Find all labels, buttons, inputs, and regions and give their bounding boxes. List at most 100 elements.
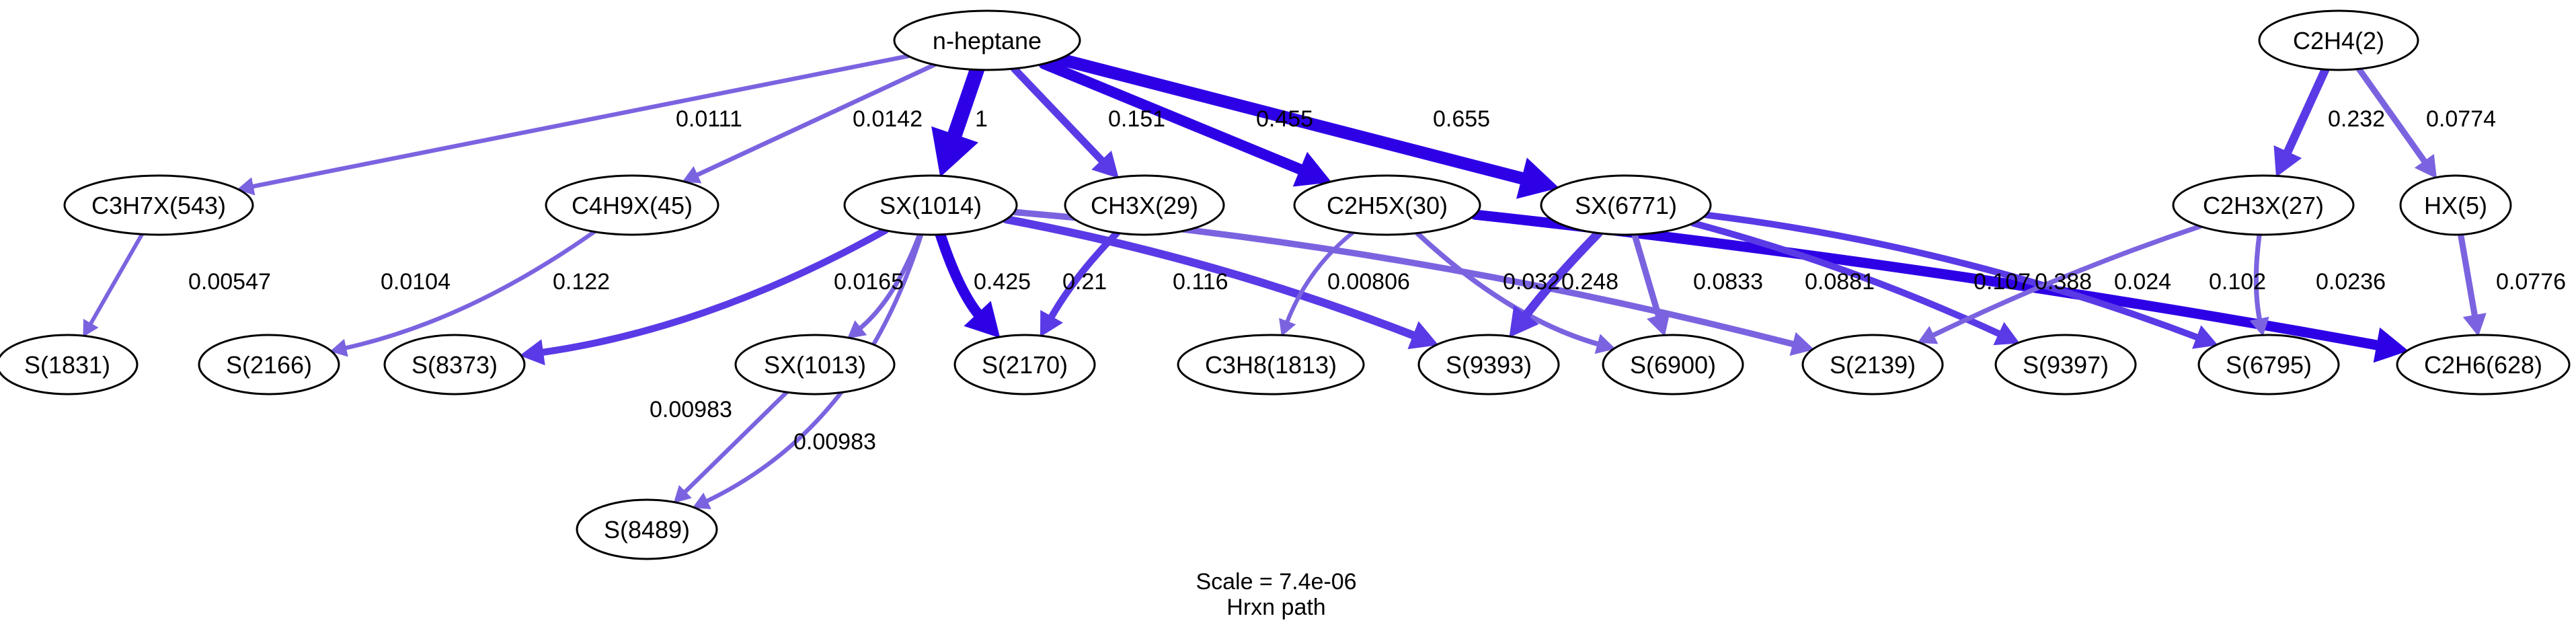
edge-hx-5-to-c2h6-628 xyxy=(2457,231,2487,337)
node-ch3x-29: CH3X(29) xyxy=(1064,174,1225,236)
node-ellipse xyxy=(545,174,719,236)
edge-arrowhead xyxy=(1292,151,1332,187)
node-ellipse xyxy=(2172,174,2355,236)
node-ellipse xyxy=(1602,334,1744,395)
edge-n-heptane-to-ch3x-29 xyxy=(1010,65,1119,179)
node-c2h5x-30: C2H5X(30) xyxy=(1293,174,1481,236)
node-ellipse xyxy=(2258,9,2419,71)
node-label: SX(1013) xyxy=(764,351,866,379)
edge-line xyxy=(935,229,988,324)
node-label: C2H6(628) xyxy=(2424,351,2542,379)
edge-arrowhead xyxy=(2192,325,2218,349)
edge-arrowhead xyxy=(1279,317,1296,337)
node-c3h8-1813: C3H8(1813) xyxy=(1177,334,1365,395)
node-ellipse xyxy=(383,334,526,395)
node-s-6795: S(6795) xyxy=(2197,334,2340,395)
edge-line xyxy=(855,232,922,333)
node-c2h6-628: C2H6(628) xyxy=(2396,334,2571,395)
edge-label: 0.248 xyxy=(1561,269,1618,295)
edge-arrowhead xyxy=(964,301,1001,338)
edge-sx-1014-to-s-8373 xyxy=(519,227,889,366)
node-label: S(6795) xyxy=(2226,351,2312,379)
scale-caption: Scale = 7.4e-06 xyxy=(1196,569,1356,595)
edge-n-heptane-to-sx-1014 xyxy=(931,62,984,178)
node-ellipse xyxy=(1540,174,1712,236)
edge-label: 0.0776 xyxy=(2496,269,2566,295)
edge-label: 0.0165 xyxy=(834,269,904,295)
edge-arrowhead xyxy=(1993,322,2020,346)
edge-label: 0.0833 xyxy=(1693,269,1763,295)
edge-label: 0.116 xyxy=(1173,269,1228,295)
node-ellipse xyxy=(1177,334,1365,395)
node-label: C2H4(2) xyxy=(2293,27,2384,54)
edge-label: 0.00806 xyxy=(1327,269,1410,295)
edge-line xyxy=(1010,65,1109,168)
edge-line xyxy=(1046,229,1121,324)
node-s-9393: S(9393) xyxy=(1417,334,1560,395)
edge-sx-1014-to-sx-1013 xyxy=(847,232,922,339)
edge-line xyxy=(1038,58,1313,178)
node-ellipse xyxy=(1994,334,2137,395)
edge-c2h3x-27-to-s-6795 xyxy=(2249,232,2269,337)
node-ellipse xyxy=(843,174,1018,236)
node-label: S(2170) xyxy=(982,351,1068,379)
nodes-layer: n-heptane C2H4(2) C3H7X(543) C4H9X(45) SX(10… xyxy=(0,9,2571,560)
edge-line xyxy=(247,54,911,190)
edge-sx-1014-to-s-9393 xyxy=(1002,215,1439,350)
edge-sx-6771-to-s-9393 xyxy=(1509,229,1603,338)
node-ellipse xyxy=(953,334,1096,395)
edge-label: 0.0774 xyxy=(2426,106,2496,132)
node-n-heptane: n-heptane xyxy=(893,9,1081,71)
edge-arrowhead xyxy=(673,485,692,504)
edge-label: 0.232 xyxy=(2328,106,2385,132)
edge-sx-1014-to-s-2170 xyxy=(935,229,1001,338)
node-label: C3H8(1813) xyxy=(1205,351,1337,379)
node-ellipse xyxy=(1064,174,1225,236)
edge-label: 1 xyxy=(975,106,988,132)
edge-line xyxy=(1053,52,1536,187)
edge-sx-6771-to-s-9397 xyxy=(1690,219,2020,346)
edge-label: 0.00983 xyxy=(793,429,876,455)
edge-arrowhead xyxy=(83,319,99,338)
node-label: C4H9X(45) xyxy=(572,192,693,219)
edge-c3h7x-543-to-s-1831 xyxy=(83,232,145,338)
node-label: S(6900) xyxy=(1630,351,1716,379)
edge-arrowhead xyxy=(2414,153,2437,179)
edge-sx-6771-to-s-6900 xyxy=(1631,231,1670,337)
node-ellipse xyxy=(893,9,1081,71)
edge-c2h4-2-to-c2h3x-27 xyxy=(2273,65,2330,178)
node-label: CH3X(29) xyxy=(1091,192,1198,219)
edge-label: 0.107 xyxy=(1974,269,2031,295)
node-s-2166: S(2166) xyxy=(198,334,340,395)
node-ellipse xyxy=(2399,174,2512,236)
node-label: C2H3X(27) xyxy=(2203,192,2324,219)
edge-label: 0.388 xyxy=(2035,269,2092,295)
edge-c4h9x-45-to-s-2166 xyxy=(329,229,597,357)
edge-n-heptane-to-c4h9x-45 xyxy=(682,62,937,184)
edge-label: 0.0104 xyxy=(381,269,451,295)
edge-label: 0.102 xyxy=(2209,269,2266,295)
edge-sx-6771-to-s-6795 xyxy=(1702,211,2218,349)
edge-c2h5x-30-to-c3h8-1813 xyxy=(1279,230,1355,337)
edge-arrowhead xyxy=(1407,321,1439,350)
edge-label: 0.00547 xyxy=(188,269,271,295)
node-s-6900: S(6900) xyxy=(1602,334,1744,395)
edge-labels-layer: 0.0111 0.0142 1 0.151 0.455 0.655 0.232 0.0774 0… xyxy=(188,106,2566,455)
node-label: C2H5X(30) xyxy=(1327,192,1448,219)
node-hx-5: HX(5) xyxy=(2399,174,2512,236)
edge-line xyxy=(1928,223,2203,340)
node-ellipse xyxy=(2197,334,2340,395)
node-label: SX(6771) xyxy=(1575,192,1677,219)
node-label: S(9393) xyxy=(1446,351,1532,379)
edge-line xyxy=(2457,231,2479,323)
node-ellipse xyxy=(2396,334,2571,395)
edge-arrowhead xyxy=(1594,334,1616,354)
edge-line xyxy=(535,227,889,356)
edge-arrowhead xyxy=(329,338,348,357)
edge-label: 0.00983 xyxy=(650,397,732,422)
node-label: n-heptane xyxy=(933,27,1042,54)
node-c2h3x-27: C2H3X(27) xyxy=(2172,174,2355,236)
edge-arrowhead xyxy=(931,126,978,178)
node-ellipse xyxy=(576,498,718,560)
